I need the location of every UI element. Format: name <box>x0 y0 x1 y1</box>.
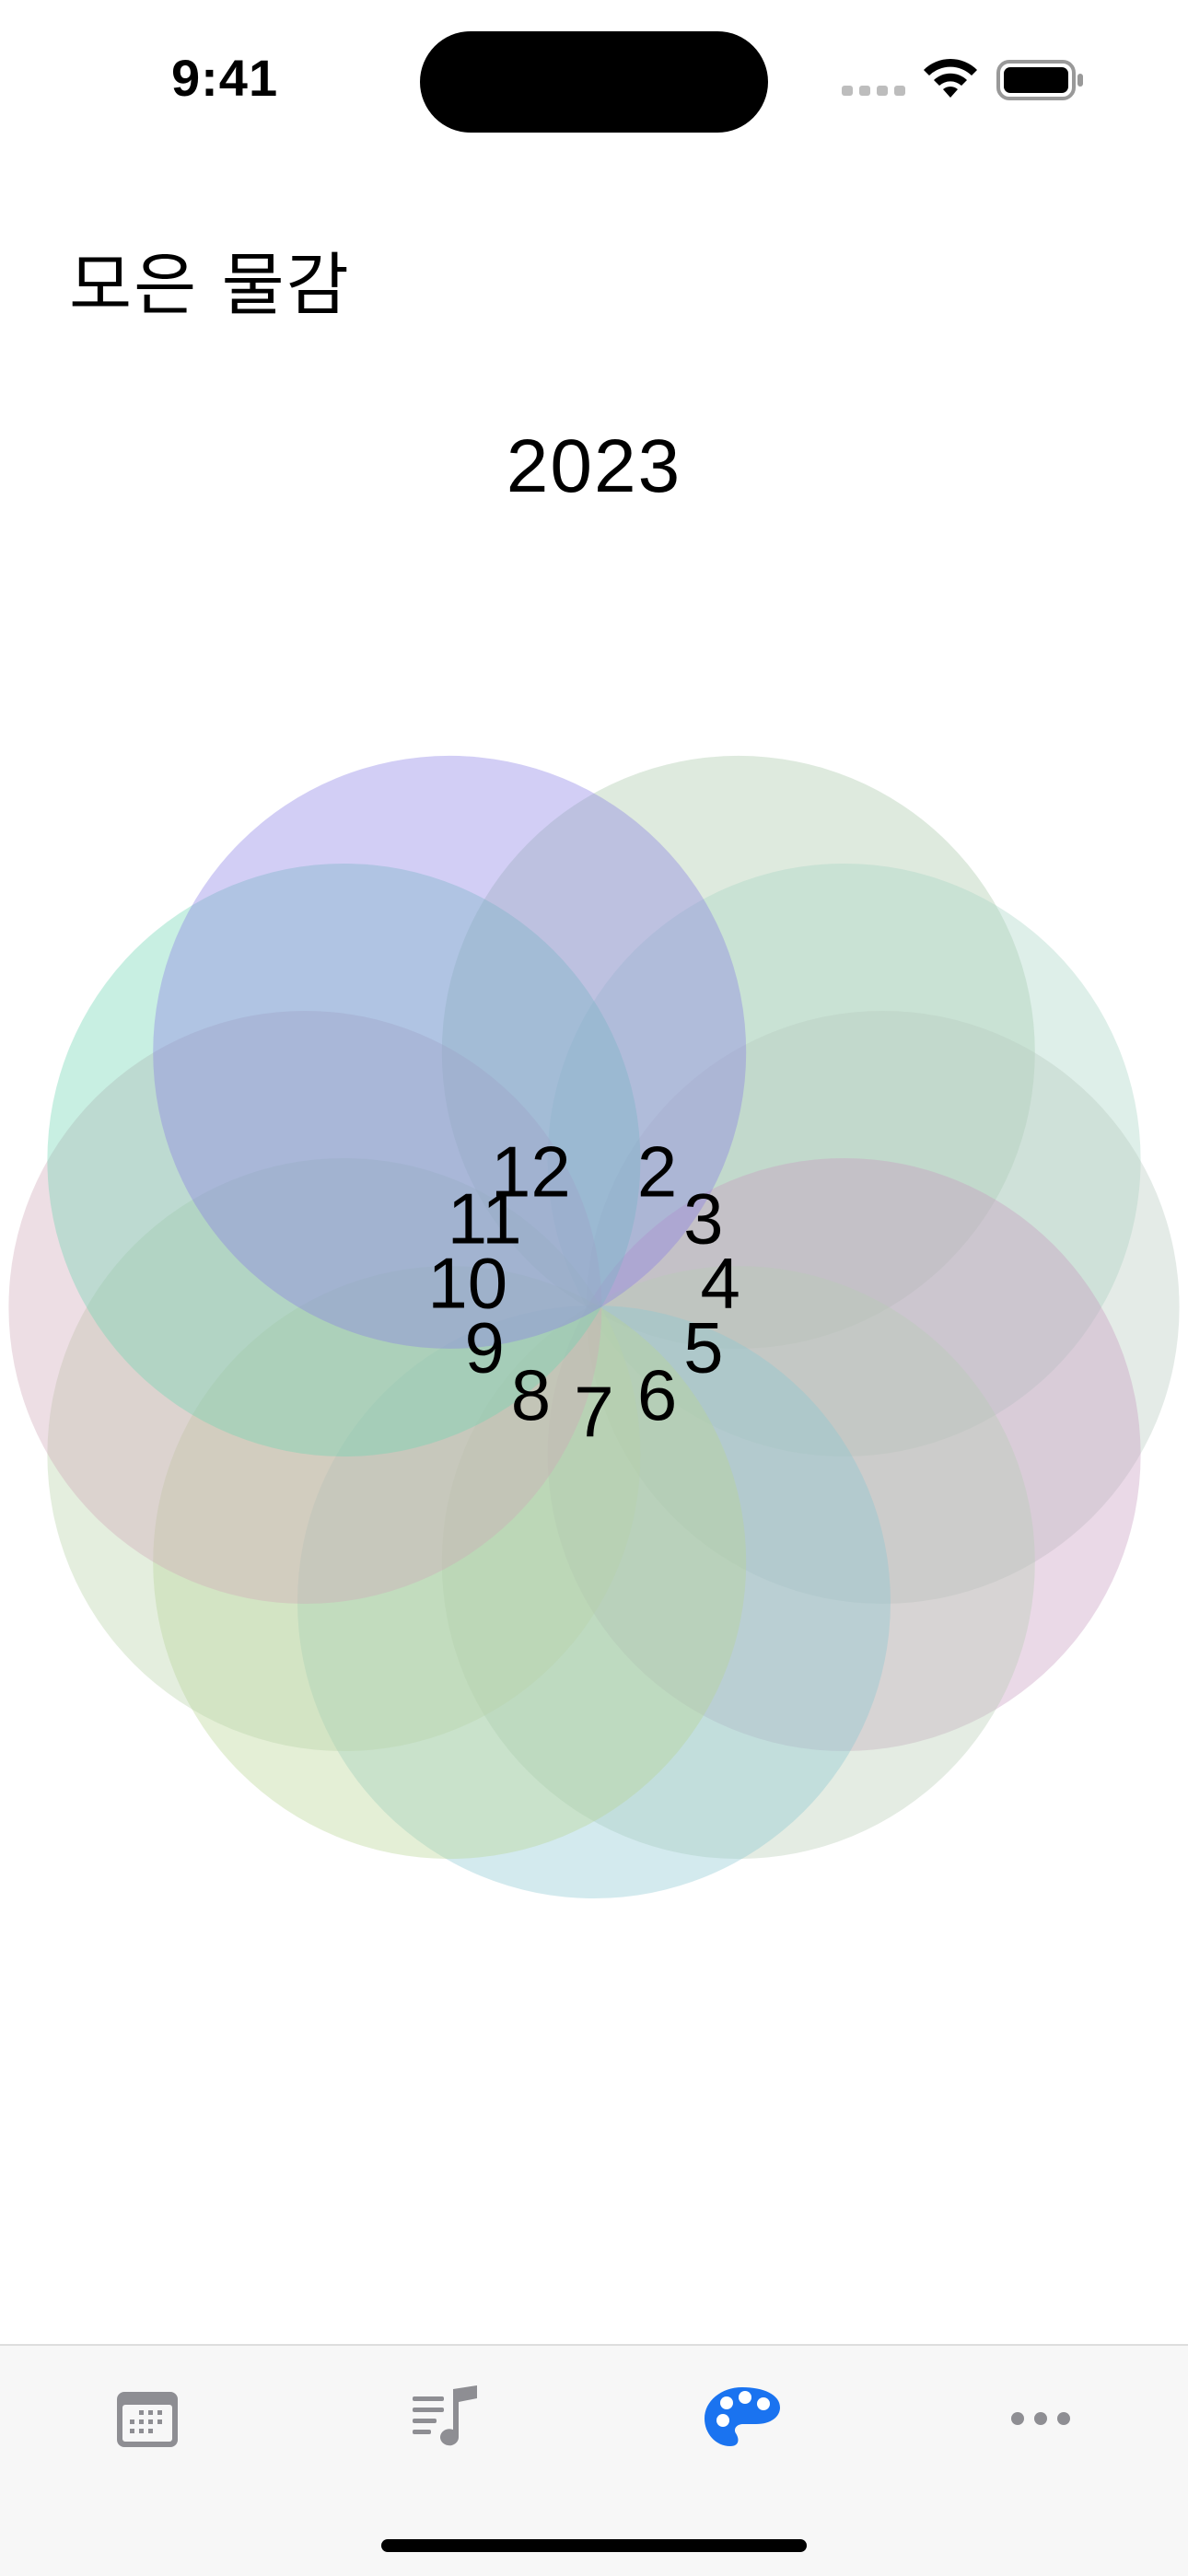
month-label-6: 6 <box>637 1354 677 1435</box>
month-label-11: 11 <box>448 1178 522 1259</box>
month-label-8: 8 <box>511 1354 551 1435</box>
music-list-icon <box>413 2385 477 2446</box>
month-circle-4[interactable] <box>586 1011 1180 1604</box>
month-label-4: 4 <box>701 1243 740 1324</box>
calendar-icon <box>117 2392 178 2447</box>
cellular-signal-icon <box>842 81 906 96</box>
palette-tab[interactable] <box>678 2368 807 2469</box>
status-bar: 9:41 <box>0 0 1188 157</box>
month-label-2: 2 <box>637 1131 677 1212</box>
month-label-7: 7 <box>574 1372 613 1453</box>
palette-icon <box>705 2387 780 2446</box>
home-indicator <box>381 2539 807 2552</box>
month-circle-6[interactable] <box>441 1266 1035 1860</box>
month-label-3: 3 <box>683 1178 723 1259</box>
month-label-5: 5 <box>683 1307 723 1388</box>
month-label-10: 10 <box>427 1243 507 1324</box>
ellipsis-icon <box>1011 2412 1070 2425</box>
page-title: 모은 물감 <box>69 246 351 325</box>
month-circle-9[interactable] <box>47 1158 641 1751</box>
tab-bar <box>0 2344 1188 2576</box>
calendar-tab[interactable] <box>83 2368 212 2469</box>
month-circle-8[interactable] <box>153 1266 747 1860</box>
month-label-9: 9 <box>465 1307 505 1388</box>
more-tab[interactable] <box>976 2368 1105 2469</box>
month-circle-7[interactable] <box>297 1305 891 1898</box>
battery-icon <box>996 60 1083 100</box>
month-circle-5[interactable] <box>547 1158 1141 1751</box>
wifi-icon <box>924 58 977 98</box>
music-tab[interactable] <box>381 2368 510 2469</box>
year-label: 2023 <box>506 424 682 508</box>
month-circle-2[interactable] <box>441 755 1035 1349</box>
month-circle-10[interactable] <box>8 1011 602 1604</box>
dynamic-island <box>420 31 768 133</box>
month-label-12: 12 <box>491 1131 571 1212</box>
month-circle-12[interactable] <box>153 755 747 1349</box>
month-circle-3[interactable] <box>547 864 1141 1456</box>
status-time: 9:41 <box>171 49 279 107</box>
month-circle-11[interactable] <box>47 864 641 1456</box>
